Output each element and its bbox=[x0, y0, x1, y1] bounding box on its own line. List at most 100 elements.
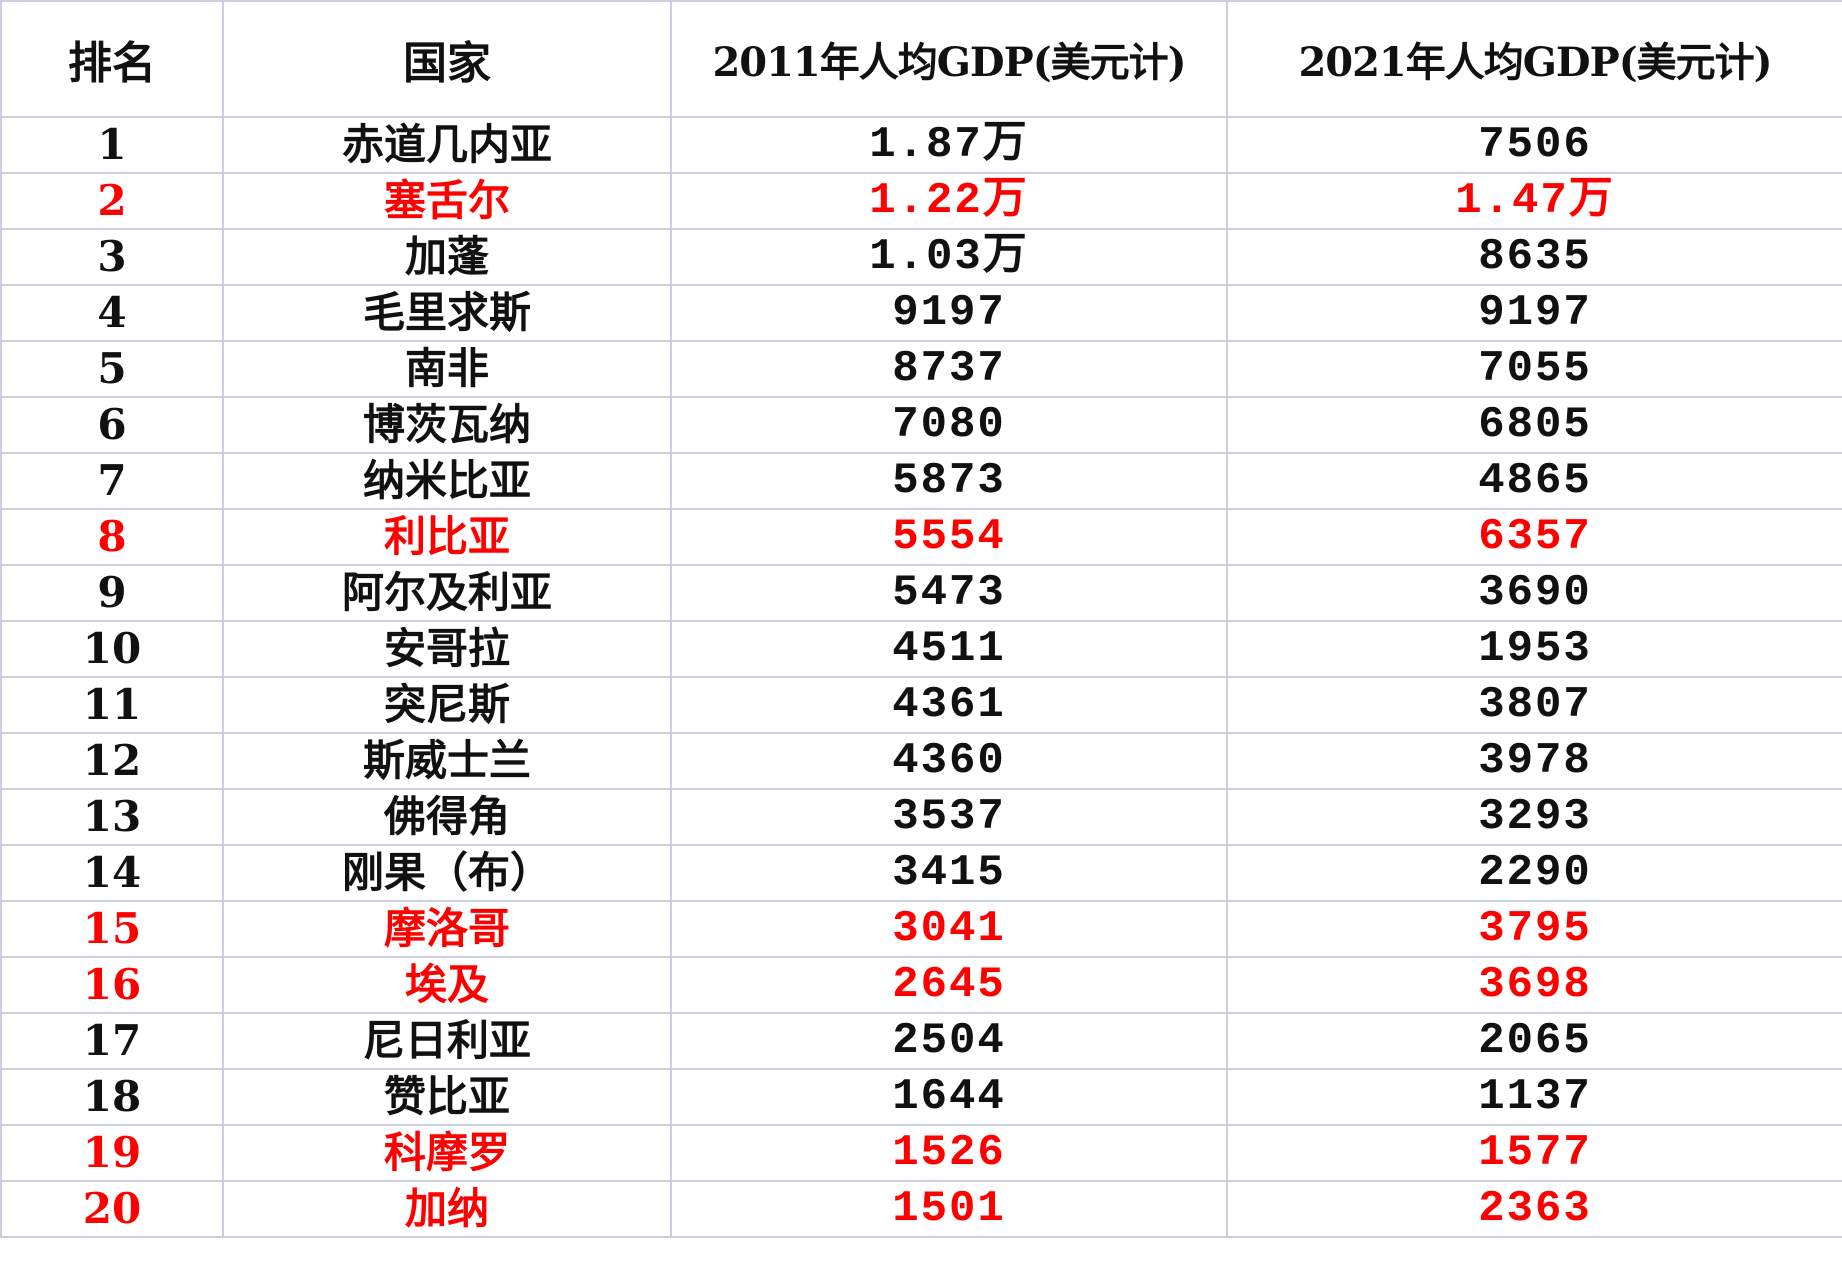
table-row: 10 安哥拉 4511 1953 bbox=[0, 620, 1842, 678]
header-country[interactable]: 国家 bbox=[222, 0, 672, 118]
rank-cell[interactable]: 20 bbox=[0, 1180, 224, 1238]
country-cell[interactable]: 佛得角 bbox=[222, 788, 672, 846]
gdp-2021-cell[interactable]: 1137 bbox=[1226, 1068, 1842, 1126]
country-cell[interactable]: 利比亚 bbox=[222, 508, 672, 566]
gdp-2021-cell[interactable]: 1953 bbox=[1226, 620, 1842, 678]
gdp-2021-cell[interactable]: 1.47万 bbox=[1226, 172, 1842, 230]
gdp-2011-cell[interactable]: 1.03万 bbox=[670, 228, 1228, 286]
gdp-2021-cell[interactable]: 2363 bbox=[1226, 1180, 1842, 1238]
rank-cell[interactable]: 19 bbox=[0, 1124, 224, 1182]
country-cell[interactable]: 加纳 bbox=[222, 1180, 672, 1238]
rank-cell[interactable]: 4 bbox=[0, 284, 224, 342]
gdp-2011-cell[interactable]: 8737 bbox=[670, 340, 1228, 398]
country-cell[interactable]: 安哥拉 bbox=[222, 620, 672, 678]
gdp-2011-cell[interactable]: 1644 bbox=[670, 1068, 1228, 1126]
country-cell[interactable]: 毛里求斯 bbox=[222, 284, 672, 342]
rank-cell[interactable]: 13 bbox=[0, 788, 224, 846]
gdp-2021-cell[interactable]: 2290 bbox=[1226, 844, 1842, 902]
gdp-2011-cell[interactable]: 2645 bbox=[670, 956, 1228, 1014]
gdp-2021-cell[interactable]: 3293 bbox=[1226, 788, 1842, 846]
table-row: 18 赞比亚 1644 1137 bbox=[0, 1068, 1842, 1126]
country-cell[interactable]: 斯威士兰 bbox=[222, 732, 672, 790]
gdp-2021-cell[interactable]: 7055 bbox=[1226, 340, 1842, 398]
gdp-2021-cell[interactable]: 3807 bbox=[1226, 676, 1842, 734]
table-row: 17 尼日利亚 2504 2065 bbox=[0, 1012, 1842, 1070]
header-row: 排名 国家 2011年人均GDP(美元计) 2021年人均GDP(美元计) bbox=[0, 0, 1842, 118]
gdp-2021-cell[interactable]: 2065 bbox=[1226, 1012, 1842, 1070]
table-row: 1 赤道几内亚 1.87万 7506 bbox=[0, 116, 1842, 174]
table-row: 3 加蓬 1.03万 8635 bbox=[0, 228, 1842, 286]
table-row: 2 塞舌尔 1.22万 1.47万 bbox=[0, 172, 1842, 230]
country-cell[interactable]: 埃及 bbox=[222, 956, 672, 1014]
gdp-2011-cell[interactable]: 4360 bbox=[670, 732, 1228, 790]
country-cell[interactable]: 尼日利亚 bbox=[222, 1012, 672, 1070]
table-row: 15 摩洛哥 3041 3795 bbox=[0, 900, 1842, 958]
rank-cell[interactable]: 17 bbox=[0, 1012, 224, 1070]
gdp-2011-cell[interactable]: 2504 bbox=[670, 1012, 1228, 1070]
rank-cell[interactable]: 14 bbox=[0, 844, 224, 902]
gdp-2021-cell[interactable]: 3698 bbox=[1226, 956, 1842, 1014]
gdp-2021-cell[interactable]: 1577 bbox=[1226, 1124, 1842, 1182]
table-body: 1 赤道几内亚 1.87万 7506 2 塞舌尔 1.22万 1.47万 3 加蓬 1.03万 863… bbox=[0, 116, 1842, 1238]
gdp-2011-cell[interactable]: 3041 bbox=[670, 900, 1228, 958]
gdp-2021-cell[interactable]: 3795 bbox=[1226, 900, 1842, 958]
gdp-2011-cell[interactable]: 1.22万 bbox=[670, 172, 1228, 230]
gdp-2011-cell[interactable]: 4361 bbox=[670, 676, 1228, 734]
gdp-2021-cell[interactable]: 6805 bbox=[1226, 396, 1842, 454]
gdp-2011-cell[interactable]: 3537 bbox=[670, 788, 1228, 846]
table-row: 8 利比亚 5554 6357 bbox=[0, 508, 1842, 566]
gdp-2011-cell[interactable]: 1.87万 bbox=[670, 116, 1228, 174]
country-cell[interactable]: 加蓬 bbox=[222, 228, 672, 286]
gdp-2011-cell[interactable]: 7080 bbox=[670, 396, 1228, 454]
country-cell[interactable]: 科摩罗 bbox=[222, 1124, 672, 1182]
gdp-2021-cell[interactable]: 4865 bbox=[1226, 452, 1842, 510]
country-cell[interactable]: 纳米比亚 bbox=[222, 452, 672, 510]
rank-cell[interactable]: 8 bbox=[0, 508, 224, 566]
gdp-2011-cell[interactable]: 5873 bbox=[670, 452, 1228, 510]
header-rank[interactable]: 排名 bbox=[0, 0, 224, 118]
rank-cell[interactable]: 2 bbox=[0, 172, 224, 230]
rank-cell[interactable]: 16 bbox=[0, 956, 224, 1014]
gdp-2021-cell[interactable]: 9197 bbox=[1226, 284, 1842, 342]
table-row: 7 纳米比亚 5873 4865 bbox=[0, 452, 1842, 510]
country-cell[interactable]: 摩洛哥 bbox=[222, 900, 672, 958]
gdp-2021-cell[interactable]: 3690 bbox=[1226, 564, 1842, 622]
gdp-2011-cell[interactable]: 4511 bbox=[670, 620, 1228, 678]
rank-cell[interactable]: 15 bbox=[0, 900, 224, 958]
gdp-2021-cell[interactable]: 8635 bbox=[1226, 228, 1842, 286]
gdp-2021-cell[interactable]: 6357 bbox=[1226, 508, 1842, 566]
country-cell[interactable]: 南非 bbox=[222, 340, 672, 398]
rank-cell[interactable]: 12 bbox=[0, 732, 224, 790]
rank-cell[interactable]: 6 bbox=[0, 396, 224, 454]
table-row: 11 突尼斯 4361 3807 bbox=[0, 676, 1842, 734]
country-cell[interactable]: 博茨瓦纳 bbox=[222, 396, 672, 454]
gdp-2011-cell[interactable]: 3415 bbox=[670, 844, 1228, 902]
gdp-2011-cell[interactable]: 5554 bbox=[670, 508, 1228, 566]
header-gdp-2011[interactable]: 2011年人均GDP(美元计) bbox=[670, 0, 1228, 118]
table-header: 排名 国家 2011年人均GDP(美元计) 2021年人均GDP(美元计) bbox=[0, 0, 1842, 118]
gdp-2011-cell[interactable]: 9197 bbox=[670, 284, 1228, 342]
rank-cell[interactable]: 9 bbox=[0, 564, 224, 622]
country-cell[interactable]: 刚果（布） bbox=[222, 844, 672, 902]
rank-cell[interactable]: 1 bbox=[0, 116, 224, 174]
rank-cell[interactable]: 11 bbox=[0, 676, 224, 734]
country-cell[interactable]: 突尼斯 bbox=[222, 676, 672, 734]
gdp-2011-cell[interactable]: 5473 bbox=[670, 564, 1228, 622]
gdp-2011-cell[interactable]: 1501 bbox=[670, 1180, 1228, 1238]
country-cell[interactable]: 塞舌尔 bbox=[222, 172, 672, 230]
rank-cell[interactable]: 10 bbox=[0, 620, 224, 678]
table-row: 12 斯威士兰 4360 3978 bbox=[0, 732, 1842, 790]
country-cell[interactable]: 赤道几内亚 bbox=[222, 116, 672, 174]
gdp-2021-cell[interactable]: 7506 bbox=[1226, 116, 1842, 174]
rank-cell[interactable]: 3 bbox=[0, 228, 224, 286]
table-row: 9 阿尔及利亚 5473 3690 bbox=[0, 564, 1842, 622]
gdp-2021-cell[interactable]: 3978 bbox=[1226, 732, 1842, 790]
table-row: 13 佛得角 3537 3293 bbox=[0, 788, 1842, 846]
country-cell[interactable]: 阿尔及利亚 bbox=[222, 564, 672, 622]
country-cell[interactable]: 赞比亚 bbox=[222, 1068, 672, 1126]
rank-cell[interactable]: 7 bbox=[0, 452, 224, 510]
header-gdp-2021[interactable]: 2021年人均GDP(美元计) bbox=[1226, 0, 1842, 118]
rank-cell[interactable]: 5 bbox=[0, 340, 224, 398]
rank-cell[interactable]: 18 bbox=[0, 1068, 224, 1126]
gdp-2011-cell[interactable]: 1526 bbox=[670, 1124, 1228, 1182]
